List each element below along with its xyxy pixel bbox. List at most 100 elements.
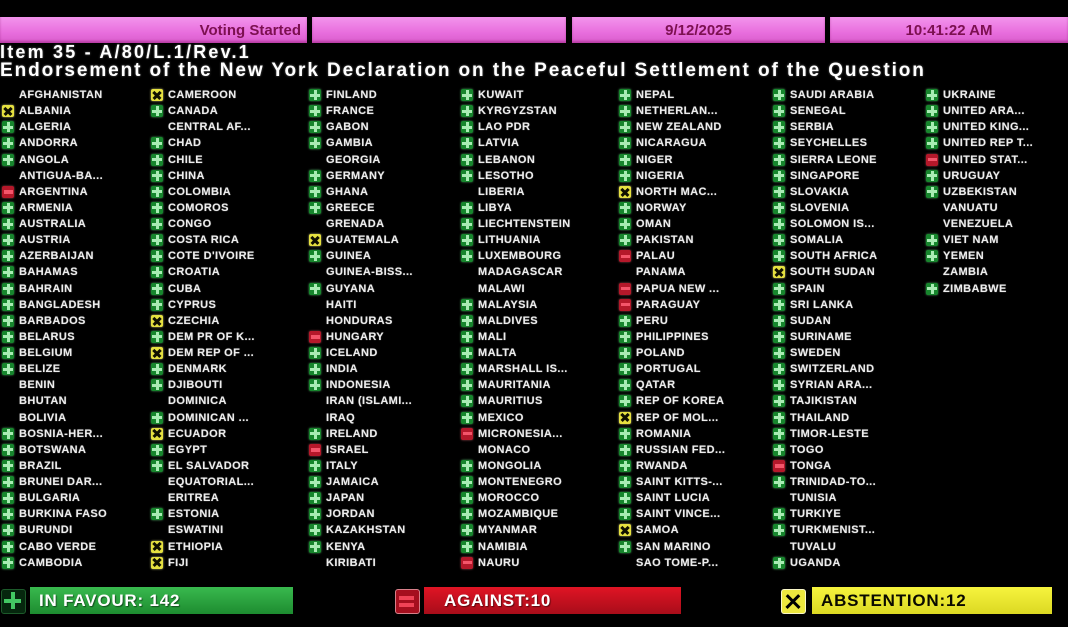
- vote-in-favour-icon: [151, 234, 163, 247]
- vote-in-favour-icon: [2, 153, 14, 166]
- country-row: URUGUAY: [926, 168, 1068, 184]
- vote-in-favour-icon: [773, 524, 785, 537]
- country-row: NAURU: [461, 555, 616, 571]
- country-name: INDONESIA: [326, 379, 391, 392]
- status-bar: Voting Started 9/12/2025 10:41:22 AM: [0, 17, 1068, 43]
- vote-in-favour-icon: [2, 556, 14, 569]
- country-row: MEXICO: [461, 410, 616, 426]
- country-row: BRUNEI DAR...: [2, 474, 148, 490]
- country-name: CAMBODIA: [19, 556, 83, 569]
- country-name: AFGHANISTAN: [19, 89, 103, 102]
- country-name: FINLAND: [326, 89, 378, 102]
- country-name: CONGO: [168, 218, 212, 231]
- vote-in-favour-icon: [2, 266, 14, 279]
- country-row: ARGENTINA: [2, 184, 148, 200]
- country-row: MALAYSIA: [461, 297, 616, 313]
- country-name: ANGOLA: [19, 153, 70, 166]
- vote-empty-slot: [309, 266, 321, 278]
- vote-in-favour-icon: [619, 201, 631, 214]
- country-row: MICRONESIA...: [461, 426, 616, 442]
- vote-empty-slot: [773, 492, 785, 504]
- country-row: BURKINA FASO: [2, 506, 148, 522]
- country-name: ROMANIA: [636, 427, 692, 440]
- vote-in-favour-icon: [461, 218, 473, 231]
- country-row: DEM PR OF K...: [151, 329, 306, 345]
- vote-in-favour-icon: [461, 137, 473, 150]
- country-row: BAHRAIN: [2, 281, 148, 297]
- vote-in-favour-icon: [773, 347, 785, 360]
- vote-empty-slot: [151, 476, 163, 488]
- country-name: HAITI: [326, 298, 357, 311]
- vote-in-favour-icon: [309, 89, 321, 102]
- country-row: MADAGASCAR: [461, 264, 616, 280]
- vote-in-favour-icon: [309, 508, 321, 521]
- country-name: SAINT LUCIA: [636, 492, 711, 505]
- country-name: SOMALIA: [790, 234, 844, 247]
- vote-in-favour-icon: [461, 363, 473, 376]
- country-row: ANGOLA: [2, 152, 148, 168]
- country-name: AUSTRIA: [19, 234, 71, 247]
- country-name: KIRIBATI: [326, 556, 377, 569]
- country-name: MAURITANIA: [478, 379, 551, 392]
- country-row: DENMARK: [151, 361, 306, 377]
- vote-against-icon: [309, 330, 321, 343]
- abstention-result-text: ABSTENTION:12: [821, 590, 967, 610]
- country-row: NORTH MAC...: [619, 184, 771, 200]
- country-name: VANUATU: [943, 201, 998, 214]
- country-row: GUINEA: [309, 248, 459, 264]
- vote-in-favour-icon: [2, 508, 14, 521]
- vote-in-favour-icon: [2, 282, 14, 295]
- agenda-item-line: Item 35 - A/80/L.1/Rev.1: [0, 42, 251, 62]
- country-name: SAMOA: [636, 524, 679, 537]
- country-name: MALTA: [478, 347, 517, 360]
- country-name: YEMEN: [943, 250, 985, 263]
- country-row: PAKISTAN: [619, 232, 771, 248]
- country-row: JAPAN: [309, 490, 459, 506]
- country-row: IRELAND: [309, 426, 459, 442]
- vote-in-favour-icon: [461, 89, 473, 102]
- country-row: SOUTH SUDAN: [773, 264, 923, 280]
- country-row: ICELAND: [309, 345, 459, 361]
- in-favour-result-bar: IN FAVOUR: 142: [30, 587, 293, 614]
- country-name: AUSTRALIA: [19, 218, 87, 231]
- country-row: ESWATINI: [151, 522, 306, 538]
- country-name: LIECHTENSTEIN: [478, 218, 571, 231]
- country-row: MARSHALL IS...: [461, 361, 616, 377]
- country-row: VIET NAM: [926, 232, 1068, 248]
- country-name: TUVALU: [790, 540, 837, 553]
- country-name: BOTSWANA: [19, 443, 87, 456]
- vote-column-6: SAUDI ARABIA SENEGAL SERBIA SEYCHELLES SIERR…: [773, 87, 923, 571]
- country-row: ALGERIA: [2, 119, 148, 135]
- country-name: GUINEA: [326, 250, 372, 263]
- vote-in-favour-icon: [773, 250, 785, 263]
- vote-in-favour-icon: [461, 121, 473, 134]
- vote-column-3: FINLAND FRANCE GABON GAMBIA GEORGIA GERMANY GH…: [309, 87, 459, 571]
- country-row: MONGOLIA: [461, 458, 616, 474]
- country-row: RWANDA: [619, 458, 771, 474]
- country-row: SWEDEN: [773, 345, 923, 361]
- country-name: LESOTHO: [478, 169, 534, 182]
- vote-empty-slot: [151, 524, 163, 536]
- country-row: PARAGUAY: [619, 297, 771, 313]
- vote-column-7: UKRAINE UNITED ARA... UNITED KING... UNITED…: [926, 87, 1068, 571]
- country-row: FIJI: [151, 555, 306, 571]
- voting-status-text: Voting Started: [199, 21, 301, 39]
- vote-in-favour-icon: [309, 363, 321, 376]
- country-name: MONACO: [478, 443, 531, 456]
- vote-in-favour-icon: [619, 153, 631, 166]
- vote-abstain-icon: [619, 524, 631, 537]
- country-row: MONACO: [461, 442, 616, 458]
- country-row: BARBADOS: [2, 313, 148, 329]
- country-row: CROATIA: [151, 264, 306, 280]
- country-row: BANGLADESH: [2, 297, 148, 313]
- country-row: INDONESIA: [309, 377, 459, 393]
- vote-in-favour-icon: [461, 508, 473, 521]
- country-row: LITHUANIA: [461, 232, 616, 248]
- country-name: JORDAN: [326, 508, 375, 521]
- country-row: KYRGYZSTAN: [461, 103, 616, 119]
- country-row: GREECE: [309, 200, 459, 216]
- country-name: GUINEA-BISS...: [326, 266, 413, 279]
- country-name: DOMINICA: [168, 395, 227, 408]
- country-name: TURKMENIST...: [790, 524, 876, 537]
- country-name: NIGERIA: [636, 169, 685, 182]
